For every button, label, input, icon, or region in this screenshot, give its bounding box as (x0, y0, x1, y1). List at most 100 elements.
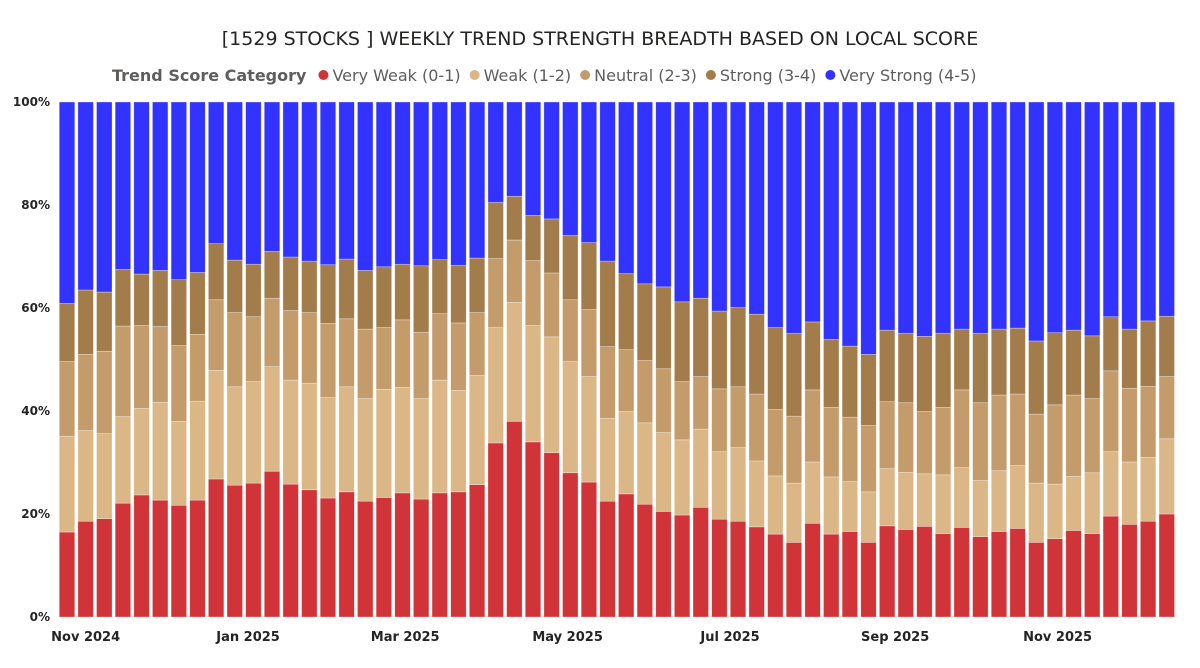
bar-segment[interactable]: Very Weak (0-1) 2025-02-17: 22.5% (357, 500, 374, 618)
bar-stack[interactable]: Very Weak (0-1) 2025-07-14: 17.5%Weak (1… (748, 101, 765, 618)
bar-segment[interactable]: Weak (1-2) 2025-01-06: 19.7% (245, 381, 262, 484)
bar-segment[interactable]: Very Strong (4-5) 2025-01-20: 30.1% (282, 101, 299, 258)
bar-segment[interactable]: Neutral (2-3) 2025-11-24: 15.7% (1102, 370, 1119, 452)
bar-stack[interactable]: Very Weak (0-1) 2025-10-13: 16.6%Weak (1… (990, 101, 1008, 618)
bar-segment[interactable]: Weak (1-2) 2025-06-23: 15.2% (692, 428, 709, 508)
bar-segment[interactable]: Very Weak (0-1) 2024-11-25: 23.7% (133, 494, 150, 618)
bar-segment[interactable]: Strong (3-4) 2025-03-17: 10.5% (431, 259, 448, 314)
bar-segment[interactable]: Neutral (2-3) 2025-06-09: 12.4% (655, 368, 672, 433)
bar-segment[interactable]: Weak (1-2) 2024-10-28: 18.6% (58, 435, 76, 533)
bar-segment[interactable]: Very Weak (0-1) 2025-04-07: 33.8% (487, 442, 504, 618)
bar-segment[interactable]: Strong (3-4) 2025-01-27: 10% (301, 260, 318, 313)
bar-stack[interactable]: Very Weak (0-1) 2025-02-24: 23.2%Weak (1… (375, 101, 392, 618)
bar-segment[interactable]: Neutral (2-3) 2025-05-19: 13.9% (599, 346, 616, 419)
bar-segment[interactable]: Neutral (2-3) 2025-02-17: 13.5% (357, 328, 374, 399)
bar-segment[interactable]: Very Weak (0-1) 2025-06-02: 21.9% (636, 503, 653, 618)
bar-segment[interactable]: Strong (3-4) 2025-05-19: 16.6% (599, 260, 616, 347)
bar-segment[interactable]: Weak (1-2) 2025-03-24: 19.7% (450, 390, 467, 493)
bar-segment[interactable]: Very Strong (4-5) 2025-02-10: 30.5% (338, 101, 355, 260)
legend-item[interactable]: Neutral (2-3) (580, 66, 697, 85)
bar-segment[interactable]: Weak (1-2) 2025-09-29: 11.6% (953, 467, 970, 528)
bar-segment[interactable]: Neutral (2-3) 2025-09-01: 13% (879, 401, 896, 469)
bar-segment[interactable]: Neutral (2-3) 2025-06-02: 12.1% (636, 360, 653, 424)
bar-segment[interactable]: Weak (1-2) 2025-02-10: 20.4% (338, 386, 355, 493)
bar-segment[interactable]: Very Weak (0-1) 2025-06-30: 19% (711, 518, 728, 618)
bar-segment[interactable]: Very Weak (0-1) 2025-12-01: 18% (1121, 523, 1138, 618)
bar-stack[interactable]: Very Weak (0-1) 2025-05-05: 28%Weak (1-2… (562, 101, 579, 618)
bar-segment[interactable]: Very Weak (0-1) 2025-03-10: 22.9% (413, 498, 430, 618)
bar-segment[interactable]: Neutral (2-3) 2025-07-21: 12.9% (767, 409, 784, 477)
bar-segment[interactable]: Very Strong (4-5) 2025-01-27: 30.9% (301, 101, 318, 262)
bar-segment[interactable]: Neutral (2-3) 2025-12-15: 12.1% (1158, 376, 1175, 440)
bar-segment[interactable]: Very Weak (0-1) 2025-03-31: 25.7% (469, 484, 486, 618)
bar-segment[interactable]: Very Weak (0-1) 2025-10-06: 15.6% (972, 536, 989, 618)
bar-segment[interactable]: Very Weak (0-1) 2025-02-03: 23.1% (319, 497, 337, 618)
bar-stack[interactable]: Very Weak (0-1) 2024-11-11: 19.1%Weak (1… (96, 101, 113, 618)
bar-segment[interactable]: Neutral (2-3) 2025-04-14: 12.1% (506, 239, 523, 303)
bar-segment[interactable]: Very Strong (4-5) 2025-08-04: 42.7% (804, 101, 821, 323)
bar-segment[interactable]: Neutral (2-3) 2025-11-03: 15.4% (1046, 404, 1063, 485)
bar-segment[interactable]: Neutral (2-3) 2025-12-01: 14.3% (1121, 388, 1138, 463)
bar-segment[interactable]: Weak (1-2) 2025-11-24: 12.5% (1102, 451, 1119, 517)
bar-segment[interactable]: Strong (3-4) 2024-11-04: 12.5% (77, 289, 94, 355)
bar-stack[interactable]: Very Weak (0-1) 2024-12-16: 22.7%Weak (1… (189, 101, 206, 618)
bar-segment[interactable]: Very Strong (4-5) 2024-12-30: 30.7% (226, 101, 243, 261)
bar-segment[interactable]: Very Strong (4-5) 2025-04-07: 19.5% (487, 101, 504, 203)
bar-segment[interactable]: Very Weak (0-1) 2025-12-08: 18.6% (1140, 520, 1157, 618)
bar-segment[interactable]: Very Strong (4-5) 2025-07-14: 41.2% (748, 101, 765, 315)
bar-segment[interactable]: Weak (1-2) 2025-11-10: 10.5% (1065, 476, 1082, 531)
bar-segment[interactable]: Very Strong (4-5) 2025-02-17: 32.7% (357, 101, 374, 271)
bar-segment[interactable]: Very Weak (0-1) 2025-07-21: 16.1% (767, 533, 784, 618)
bar-segment[interactable]: Weak (1-2) 2024-11-11: 16.5% (96, 433, 113, 519)
bar-stack[interactable]: Very Weak (0-1) 2025-08-18: 16.6%Weak (1… (841, 101, 858, 618)
bar-segment[interactable]: Weak (1-2) 2025-09-08: 11.1% (897, 471, 914, 530)
bar-segment[interactable]: Strong (3-4) 2024-12-30: 10.2% (226, 259, 243, 313)
bar-segment[interactable]: Very Strong (4-5) 2025-04-28: 22.7% (543, 101, 560, 220)
bar-segment[interactable]: Strong (3-4) 2025-09-08: 13.5% (897, 332, 914, 404)
bar-segment[interactable]: Neutral (2-3) 2025-03-17: 12.9% (431, 313, 448, 381)
bar-segment[interactable]: Very Strong (4-5) 2025-04-21: 22% (524, 101, 542, 216)
bar-segment[interactable]: Strong (3-4) 2025-08-11: 13.2% (823, 339, 840, 408)
bar-segment[interactable]: Very Weak (0-1) 2025-09-08: 17% (897, 529, 914, 618)
bar-segment[interactable]: Neutral (2-3) 2025-01-27: 13.7% (301, 312, 318, 384)
bar-segment[interactable]: Neutral (2-3) 2025-01-06: 12.6% (245, 316, 262, 382)
bar-segment[interactable]: Neutral (2-3) 2025-10-13: 14.7% (990, 394, 1008, 472)
bar-segment[interactable]: Very Strong (4-5) 2025-09-29: 44.1% (953, 101, 970, 330)
bar-segment[interactable]: Very Strong (4-5) 2025-03-24: 31.7% (450, 101, 467, 266)
bar-segment[interactable]: Strong (3-4) 2024-11-11: 11.5% (96, 291, 113, 352)
bar-stack[interactable]: Very Weak (0-1) 2024-12-02: 22.7%Weak (1… (152, 101, 169, 618)
bar-segment[interactable]: Neutral (2-3) 2025-02-03: 14.4% (319, 323, 337, 398)
bar-segment[interactable]: Strong (3-4) 2025-12-01: 11.5% (1121, 328, 1138, 389)
bar-segment[interactable]: Very Strong (4-5) 2025-07-07: 39.9% (729, 101, 747, 308)
bar-segment[interactable]: Weak (1-2) 2025-08-11: 11.1% (823, 476, 840, 535)
bar-stack[interactable]: Very Weak (0-1) 2024-11-18: 22.1%Weak (1… (114, 101, 131, 618)
bar-segment[interactable]: Weak (1-2) 2025-04-14: 23.1% (506, 302, 523, 422)
bar-stack[interactable]: Very Weak (0-1) 2025-04-28: 31.9%Weak (1… (543, 101, 560, 618)
bar-segment[interactable]: Very Weak (0-1) 2025-02-10: 24.3% (338, 491, 355, 618)
bar-segment[interactable]: Weak (1-2) 2025-08-18: 9.7% (841, 481, 858, 532)
bar-segment[interactable]: Neutral (2-3) 2025-02-10: 13.2% (338, 318, 355, 388)
bar-segment[interactable]: Neutral (2-3) 2025-10-06: 15.1% (972, 402, 989, 481)
bar-segment[interactable]: Strong (3-4) 2025-04-14: 8.5% (506, 195, 523, 241)
bar-segment[interactable]: Very Weak (0-1) 2025-02-24: 23.2% (375, 497, 392, 618)
bar-segment[interactable]: Very Weak (0-1) 2025-05-26: 23.9% (618, 493, 635, 618)
bar-segment[interactable]: Weak (1-2) 2025-03-31: 21.2% (469, 375, 486, 485)
bar-segment[interactable]: Weak (1-2) 2025-02-03: 19.5% (319, 397, 337, 499)
bar-segment[interactable]: Neutral (2-3) 2025-03-24: 13.1% (450, 322, 467, 391)
bar-stack[interactable]: Very Weak (0-1) 2025-05-19: 22.5%Weak (1… (599, 101, 616, 618)
bar-stack[interactable]: Very Weak (0-1) 2025-12-01: 18%Weak (1-2… (1121, 101, 1138, 618)
bar-segment[interactable]: Weak (1-2) 2025-01-20: 20.2% (282, 379, 299, 485)
bar-segment[interactable]: Very Strong (4-5) 2024-12-16: 33.1% (189, 101, 206, 273)
bar-segment[interactable]: Very Strong (4-5) 2024-10-28: 39.1% (58, 101, 76, 304)
bar-segment[interactable]: Very Weak (0-1) 2025-08-04: 18.2% (804, 522, 821, 618)
bar-stack[interactable]: Very Weak (0-1) 2025-02-03: 23.1%Weak (1… (319, 101, 337, 618)
bar-stack[interactable]: Very Weak (0-1) 2025-01-27: 24.7%Weak (1… (301, 101, 318, 618)
bar-segment[interactable]: Very Weak (0-1) 2025-08-25: 14.5% (860, 542, 877, 618)
bar-stack[interactable]: Very Weak (0-1) 2025-12-15: 20%Weak (1-2… (1158, 101, 1175, 618)
bar-segment[interactable]: Very Strong (4-5) 2025-06-02: 35.3% (636, 101, 653, 285)
bar-segment[interactable]: Strong (3-4) 2025-09-22: 14.4% (935, 332, 952, 408)
bar-stack[interactable]: Very Weak (0-1) 2025-05-12: 26.2%Weak (1… (580, 101, 597, 618)
bar-segment[interactable]: Strong (3-4) 2025-11-10: 12.6% (1065, 329, 1082, 396)
bar-segment[interactable]: Strong (3-4) 2025-05-12: 13% (580, 242, 597, 310)
bar-segment[interactable]: Neutral (2-3) 2024-11-04: 14.8% (77, 354, 94, 431)
